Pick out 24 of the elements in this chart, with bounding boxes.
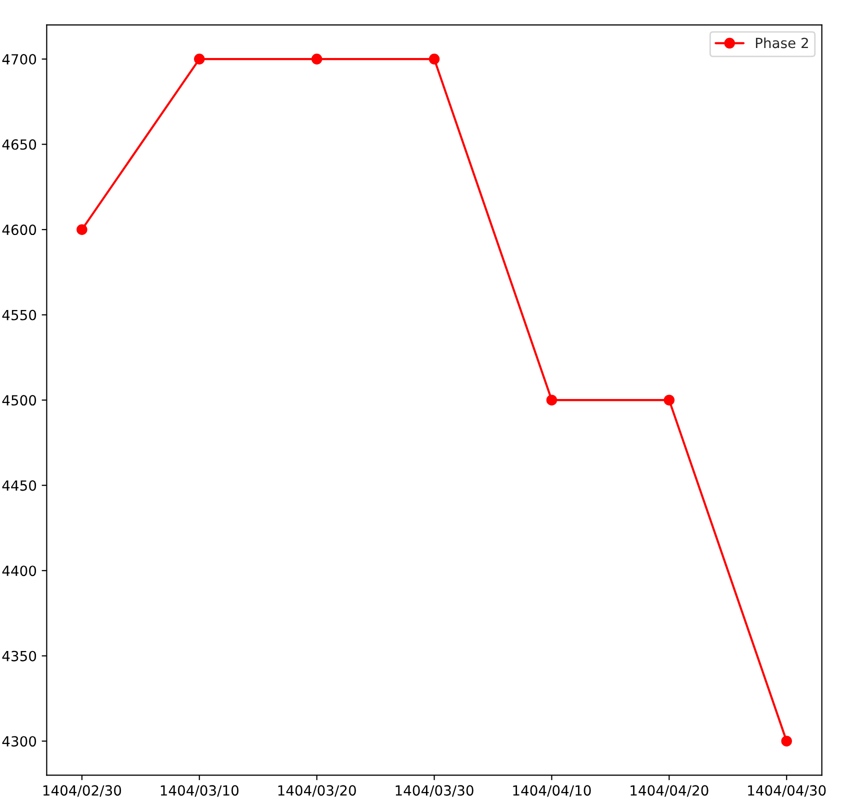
point [194, 54, 205, 64]
x-tick-label: 1404/04/10 [513, 785, 591, 797]
y-tick-label: 4500 [2, 395, 36, 406]
y-tick-label: 4300 [2, 736, 36, 747]
y-tick-label: 4450 [2, 480, 36, 491]
x-tick-label: 1404/04/30 [748, 785, 826, 797]
point [664, 394, 675, 406]
legend-label: Phase 2 [756, 37, 808, 48]
y-tick-label: 4700 [2, 54, 36, 65]
x-tick-label: 1404/03/10 [160, 785, 238, 797]
x-tick-label: 1404/03/20 [278, 785, 356, 797]
y-tick-label: 4400 [2, 566, 36, 576]
y-tick-label: 4350 [2, 650, 36, 662]
point [311, 54, 322, 64]
x-tick-label: 1404/02/30 [43, 785, 122, 797]
point [546, 394, 558, 406]
y-tick-label: 4650 [2, 139, 36, 150]
point [781, 736, 792, 746]
y-tick-label: 4600 [2, 224, 36, 236]
y-tick-label: 4550 [2, 310, 36, 320]
point [76, 224, 88, 235]
point [428, 54, 440, 64]
x-tick-label: 1404/04/20 [630, 785, 708, 797]
x-tick-label: 1404/03/30 [396, 785, 474, 797]
